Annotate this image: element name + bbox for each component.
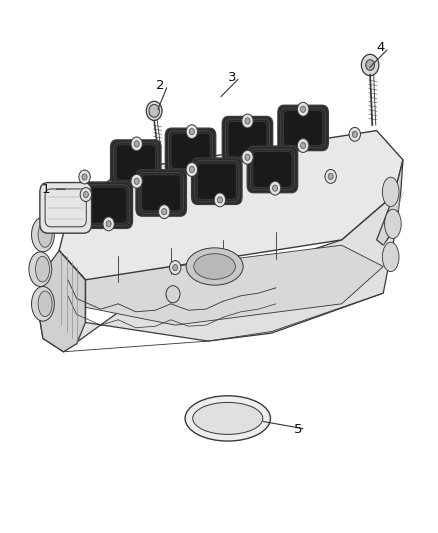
FancyBboxPatch shape <box>222 117 272 162</box>
Circle shape <box>173 264 178 271</box>
Circle shape <box>242 114 253 128</box>
Ellipse shape <box>385 209 401 239</box>
Ellipse shape <box>32 217 54 252</box>
Ellipse shape <box>185 395 271 441</box>
Circle shape <box>245 118 250 124</box>
Text: 2: 2 <box>155 79 164 92</box>
Circle shape <box>149 104 159 117</box>
Circle shape <box>242 150 253 164</box>
Circle shape <box>186 125 198 139</box>
Text: 1: 1 <box>42 183 50 196</box>
Ellipse shape <box>38 291 52 317</box>
Ellipse shape <box>32 287 54 321</box>
FancyBboxPatch shape <box>192 158 242 204</box>
Circle shape <box>80 188 92 201</box>
Circle shape <box>131 137 142 151</box>
Circle shape <box>189 166 194 173</box>
FancyBboxPatch shape <box>136 169 187 216</box>
FancyBboxPatch shape <box>247 146 297 192</box>
FancyBboxPatch shape <box>283 110 323 146</box>
FancyBboxPatch shape <box>40 182 92 233</box>
Polygon shape <box>68 245 383 325</box>
Circle shape <box>217 197 223 203</box>
Circle shape <box>83 191 88 198</box>
FancyBboxPatch shape <box>166 128 215 174</box>
FancyBboxPatch shape <box>278 106 328 150</box>
Ellipse shape <box>382 177 399 207</box>
FancyBboxPatch shape <box>88 187 127 223</box>
Polygon shape <box>377 160 403 245</box>
Circle shape <box>159 205 170 219</box>
Ellipse shape <box>382 242 399 272</box>
FancyBboxPatch shape <box>171 133 210 168</box>
Circle shape <box>134 178 139 184</box>
FancyBboxPatch shape <box>141 175 181 211</box>
FancyBboxPatch shape <box>253 151 292 188</box>
Circle shape <box>189 128 194 135</box>
FancyBboxPatch shape <box>116 145 155 180</box>
Text: 5: 5 <box>293 423 302 435</box>
Circle shape <box>300 142 306 149</box>
Ellipse shape <box>194 254 236 279</box>
Circle shape <box>214 193 226 207</box>
Polygon shape <box>37 195 396 352</box>
Circle shape <box>162 208 167 215</box>
Circle shape <box>103 217 114 231</box>
Circle shape <box>146 101 162 120</box>
Circle shape <box>166 286 180 303</box>
Circle shape <box>328 173 333 180</box>
Circle shape <box>106 221 111 227</box>
Circle shape <box>186 163 198 176</box>
FancyBboxPatch shape <box>110 140 161 185</box>
Circle shape <box>349 127 360 141</box>
Ellipse shape <box>193 402 263 434</box>
Circle shape <box>82 174 87 180</box>
Circle shape <box>272 185 278 191</box>
Circle shape <box>297 102 309 116</box>
Ellipse shape <box>186 248 243 285</box>
Circle shape <box>352 131 357 138</box>
Circle shape <box>361 54 379 76</box>
Circle shape <box>79 170 90 184</box>
Ellipse shape <box>29 252 52 287</box>
Ellipse shape <box>35 256 49 282</box>
FancyBboxPatch shape <box>197 163 237 199</box>
Circle shape <box>325 169 336 183</box>
Circle shape <box>170 261 181 274</box>
Circle shape <box>297 139 309 152</box>
Polygon shape <box>59 131 403 280</box>
FancyBboxPatch shape <box>82 182 132 228</box>
Text: 3: 3 <box>228 71 237 84</box>
Circle shape <box>366 60 374 70</box>
Ellipse shape <box>38 222 52 247</box>
Circle shape <box>269 181 281 195</box>
Circle shape <box>131 174 142 188</box>
Circle shape <box>134 141 139 147</box>
Polygon shape <box>37 251 85 352</box>
FancyBboxPatch shape <box>228 122 267 157</box>
Circle shape <box>245 154 250 160</box>
Circle shape <box>300 106 306 112</box>
Text: 4: 4 <box>377 42 385 54</box>
